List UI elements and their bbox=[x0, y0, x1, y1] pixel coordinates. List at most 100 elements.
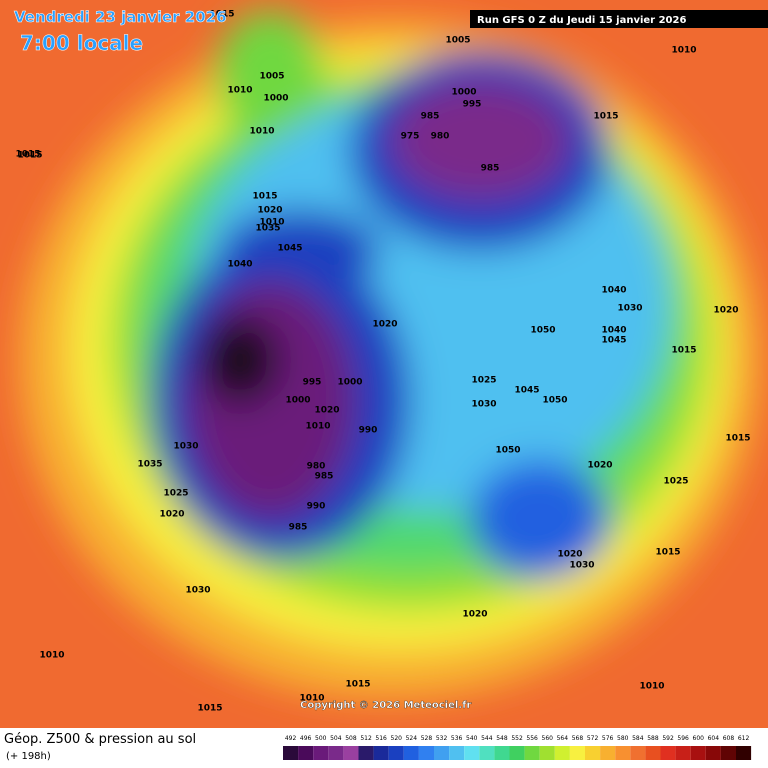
scale-label: 516 bbox=[375, 735, 387, 742]
color-scale: 492 496 500 504 508 512 516 520 524 528 532 536 540 5… bbox=[283, 735, 752, 760]
scale-swatch bbox=[615, 746, 631, 760]
isobar-label: 1030 bbox=[173, 442, 198, 452]
isobar-label: 1015 bbox=[17, 151, 42, 161]
scale-swatch bbox=[283, 746, 299, 760]
isobar-label: 1045 bbox=[277, 244, 302, 254]
scale-swatch bbox=[736, 746, 752, 760]
isobar-label: 980 bbox=[431, 132, 450, 142]
isobar-label: 1010 bbox=[671, 46, 696, 56]
isobar-label: 1015 bbox=[671, 346, 696, 356]
scale-swatch bbox=[660, 746, 676, 760]
isobar-label: 1015 bbox=[725, 434, 750, 444]
isobar-label: 1000 bbox=[337, 378, 362, 388]
isobar-label: 1030 bbox=[569, 561, 594, 571]
isobar-label: 1015 bbox=[209, 10, 234, 20]
scale-label: 520 bbox=[391, 735, 403, 742]
isobar-label: 990 bbox=[359, 426, 378, 436]
isobar-label: 1010 bbox=[299, 694, 324, 704]
scale-swatch bbox=[675, 746, 691, 760]
run-banner bbox=[470, 10, 768, 28]
scale-label: 544 bbox=[481, 735, 493, 742]
scale-swatch bbox=[524, 746, 540, 760]
field bbox=[0, 0, 768, 728]
isobar-label: 995 bbox=[303, 378, 322, 388]
isobar-label: 1000 bbox=[263, 94, 288, 104]
isobar-label: 985 bbox=[315, 472, 334, 482]
scale-swatch bbox=[313, 746, 329, 760]
scale-swatch bbox=[449, 746, 465, 760]
scale-label: 552 bbox=[511, 735, 523, 742]
isobar-labels: 1015 1015 1005 1010 1005 1010 1000 1010 1015 1015… bbox=[15, 10, 750, 714]
scale-swatch bbox=[539, 746, 555, 760]
isobar-label: 1020 bbox=[713, 306, 738, 316]
scale-label: 608 bbox=[723, 735, 735, 742]
isobar-label: 1005 bbox=[259, 72, 284, 82]
isobar-label: 1020 bbox=[462, 610, 487, 620]
isobar-label: 1035 bbox=[137, 460, 162, 470]
isobar-label: 1020 bbox=[372, 320, 397, 330]
isobar-label: 985 bbox=[481, 164, 500, 174]
isobar-label: 1045 bbox=[514, 386, 539, 396]
scale-swatch bbox=[403, 746, 419, 760]
isobar-label: 1025 bbox=[471, 376, 496, 386]
scale-swatch bbox=[358, 746, 374, 760]
scale-label: 548 bbox=[496, 735, 508, 742]
scale-label: 576 bbox=[602, 735, 614, 742]
scale-swatch bbox=[600, 746, 616, 760]
scale-label: 492 bbox=[285, 735, 297, 742]
scale-label: 560 bbox=[542, 735, 554, 742]
scale-swatch bbox=[645, 746, 661, 760]
isobar-label: 1000 bbox=[451, 88, 476, 98]
isobar-label: 1040 bbox=[601, 326, 626, 336]
scale-swatch bbox=[509, 746, 525, 760]
isobar-label: 1020 bbox=[587, 461, 612, 471]
scale-swatch bbox=[690, 746, 706, 760]
isobar-label: 1010 bbox=[305, 422, 330, 432]
copyright: Copyright © 2026 Meteociel.fr bbox=[300, 700, 471, 711]
scale-label: 568 bbox=[572, 735, 584, 742]
isobar-label: 1020 bbox=[159, 510, 184, 520]
isobar-label: 1025 bbox=[163, 489, 188, 499]
scale-label: 556 bbox=[526, 735, 538, 742]
run-label: Run GFS 0 Z du Jeudi 15 janvier 2026 bbox=[477, 15, 686, 26]
scale-label: 588 bbox=[647, 735, 659, 742]
isobar-label: 1020 bbox=[557, 550, 582, 560]
scale-swatch bbox=[388, 746, 404, 760]
isobar-label: 1040 bbox=[227, 260, 252, 270]
isobar-label: 1030 bbox=[185, 586, 210, 596]
scale-swatch bbox=[585, 746, 601, 760]
scale-swatch bbox=[705, 746, 721, 760]
isobar-label: 1015 bbox=[655, 548, 680, 558]
scale-swatch bbox=[373, 746, 389, 760]
scale-label: 572 bbox=[587, 735, 599, 742]
isobar-label: 1035 bbox=[255, 224, 280, 234]
isobar-label: 985 bbox=[289, 523, 308, 533]
isobar-label: 975 bbox=[401, 132, 420, 142]
isobar-label: 1010 bbox=[259, 218, 284, 228]
isobar-label: 1010 bbox=[227, 86, 252, 96]
scale-label: 592 bbox=[662, 735, 674, 742]
scale-swatch bbox=[494, 746, 510, 760]
scale-label: 536 bbox=[451, 735, 463, 742]
isobar-label: 980 bbox=[307, 462, 326, 472]
isobar-label: 1050 bbox=[530, 326, 555, 336]
isobar-label: 985 bbox=[421, 112, 440, 122]
scale-label: 500 bbox=[315, 735, 327, 742]
scale-swatch bbox=[328, 746, 344, 760]
scale-swatch bbox=[418, 746, 434, 760]
scale-swatch bbox=[298, 746, 314, 760]
scale-label: 540 bbox=[466, 735, 478, 742]
scale-swatch bbox=[720, 746, 736, 760]
isobar-label: 1030 bbox=[617, 304, 642, 314]
scale-swatch bbox=[343, 746, 359, 760]
scale-label: 596 bbox=[677, 735, 689, 742]
isobar-label: 1020 bbox=[314, 406, 339, 416]
isobar-label: 995 bbox=[463, 100, 482, 110]
scale-label: 504 bbox=[330, 735, 342, 742]
isobar-label: 1020 bbox=[257, 206, 282, 216]
date: Vendredi 23 janvier 2026 bbox=[14, 8, 227, 26]
scale-label: 584 bbox=[632, 735, 644, 742]
footer-title: Géop. Z500 & pression au sol bbox=[4, 732, 196, 747]
scale-label: 532 bbox=[436, 735, 448, 742]
scale-label: 600 bbox=[693, 735, 705, 742]
